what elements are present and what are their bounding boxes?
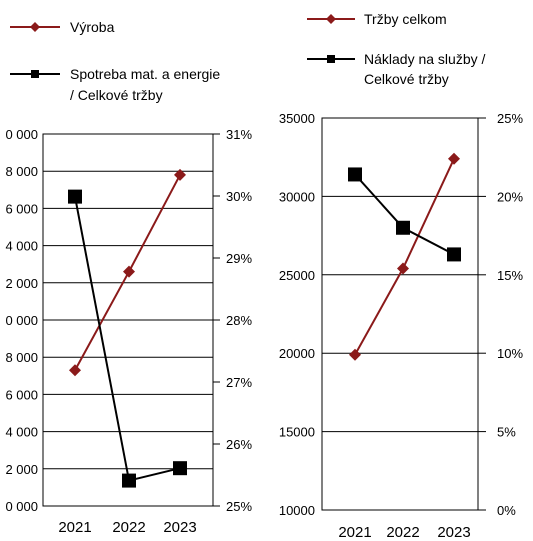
right-tick-label-0-2: 27% [226,375,252,390]
legend-marker-0-0 [30,22,40,32]
left-tick-label-0-0: 0 000 [5,499,38,514]
right-tick-label-0-1: 26% [226,437,252,452]
left-tick-label-0-3: 6 000 [5,387,38,402]
right-tick-label-0-3: 28% [226,313,252,328]
point-0-1-1 [122,473,136,488]
left-tick-label-1-2: 20000 [279,346,315,361]
right-tick-label-1-0: 0% [497,503,516,518]
point-1-0-2 [448,152,460,165]
point-0-1-2 [173,461,187,476]
point-0-1-0 [68,189,82,204]
left-tick-label-0-1: 2 000 [5,462,38,477]
right-tick-label-0-0: 25% [226,499,252,514]
category-label-1-2: 2023 [437,524,470,541]
right-tick-label-1-1: 5% [497,425,516,440]
left-tick-label-0-4: 8 000 [5,350,38,365]
series-line-1-0 [354,158,455,356]
left-tick-label-0-2: 4 000 [5,425,38,440]
point-1-1-0 [348,167,362,182]
left-tick-label-0-7: 4 000 [5,239,38,254]
left-tick-label-0-5: 0 000 [5,313,38,328]
legend-marker-0-1 [31,70,39,78]
left-tick-label-0-10: 0 000 [5,127,38,142]
legend-marker-1-1 [327,55,335,63]
left-tick-label-1-3: 25000 [279,268,315,283]
category-label-0-0: 2021 [58,519,91,536]
series-line-0-1 [74,196,181,482]
point-0-0-1 [123,265,135,278]
category-label-1-0: 2021 [338,524,371,541]
right-tick-label-1-2: 10% [497,346,523,361]
right-tick-label-0-5: 30% [226,189,252,204]
category-label-0-1: 2022 [112,519,145,536]
legend-label-0-1: Spotreba mat. a energie / Celkové tržby [70,66,220,103]
right-tick-label-1-5: 25% [497,111,523,126]
right-tick-label-1-4: 20% [497,189,523,204]
left-tick-label-0-6: 2 000 [5,276,38,291]
left-tick-label-1-5: 35000 [279,111,315,126]
right-tick-label-1-3: 15% [497,268,523,283]
point-1-0-1 [397,262,409,275]
category-label-0-2: 2023 [163,519,196,536]
legend-marker-1-0 [326,14,336,24]
left-tick-label-1-0: 10000 [279,503,315,518]
legend-label-0-0: Výroba [70,19,115,35]
category-label-1-1: 2022 [386,524,419,541]
point-1-0-0 [349,348,361,361]
legend-label-1-1: Náklady na služby / Celkové tržby [364,51,486,87]
series-line-1-1 [354,173,455,256]
point-0-0-0 [69,364,81,377]
legend-label-1-0: Tržby celkom [364,11,447,27]
point-0-0-2 [174,168,186,181]
plot-area-1 [321,117,479,511]
left-tick-label-1-4: 30000 [279,189,315,204]
right-tick-label-0-4: 29% [226,251,252,266]
left-tick-label-0-8: 6 000 [5,201,38,216]
right-tick-label-0-6: 31% [226,127,252,142]
point-1-1-2 [447,247,461,262]
point-1-1-1 [396,220,410,235]
left-tick-label-0-9: 8 000 [5,164,38,179]
left-tick-label-1-1: 15000 [279,425,315,440]
